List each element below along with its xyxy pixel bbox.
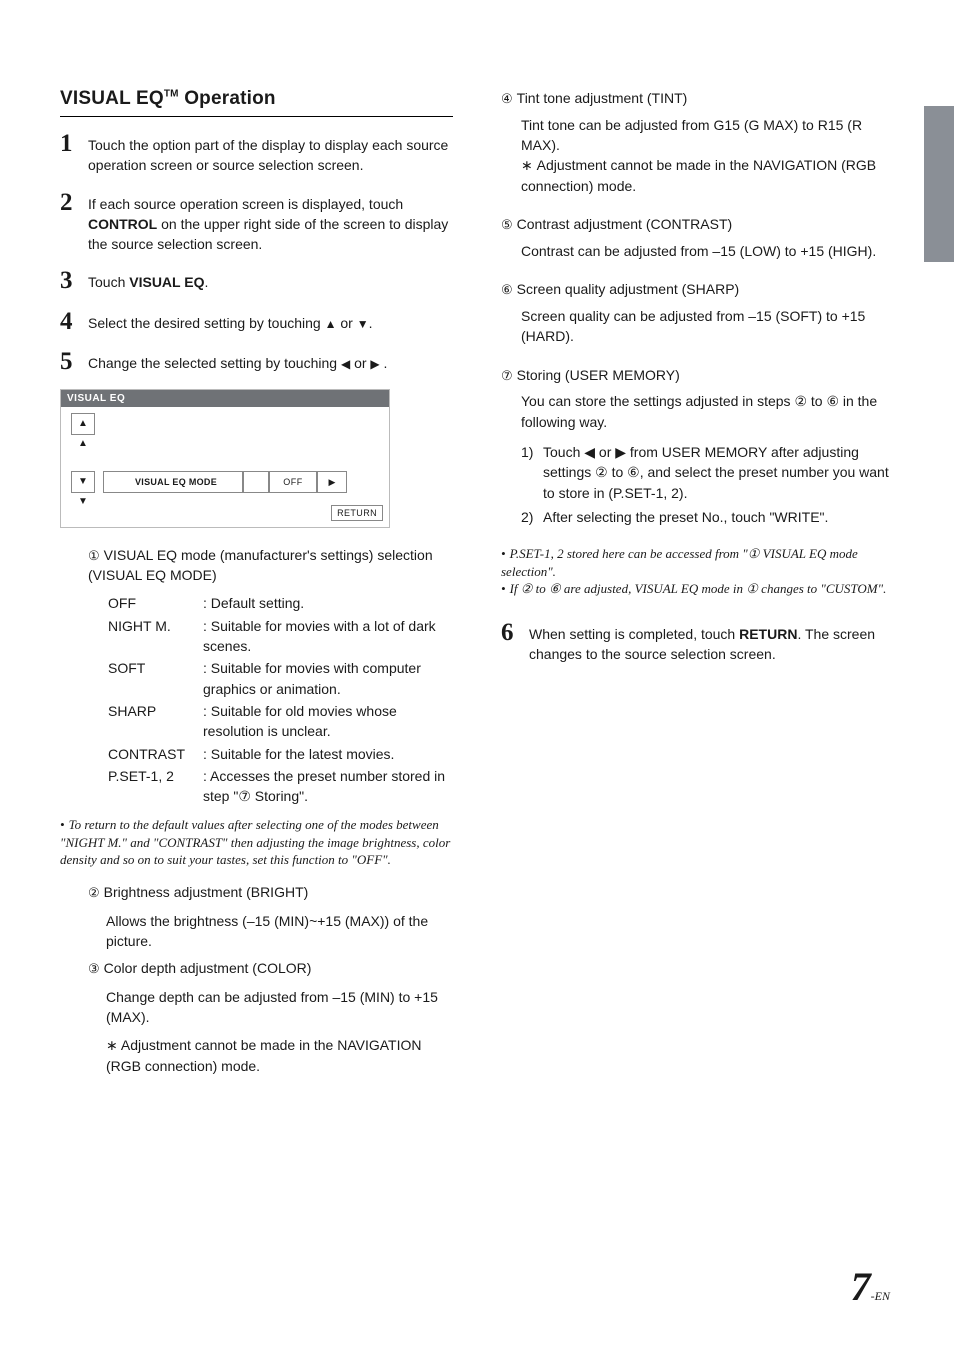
step-3-a: Touch [88,274,129,290]
def-desc: : Suitable for the latest movies. [203,744,453,764]
visual-eq-panel: VISUAL EQ ▲▲ ▼▼ VISUAL EQ MODE OFF ▶ RET… [60,389,390,528]
item-5-body: Contrast can be adjusted from –15 (LOW) … [521,241,894,261]
note-1-text: To return to the default values after se… [60,817,450,867]
step-number-4: 4 [60,309,88,335]
def-row: CONTRAST: Suitable for the latest movies… [108,744,453,764]
item-4-head-text: Tint tone adjustment (TINT) [517,90,688,106]
item-1-head-text: VISUAL EQ mode (manufacturer's settings)… [88,547,433,583]
substep-2: 2)After selecting the preset No., touch … [521,507,894,527]
def-row: P.SET-1, 2: Accesses the preset number s… [108,766,453,807]
up-arrow-icon: ▲ [325,318,337,330]
step-5-a: Change the selected setting by touching [88,355,341,371]
def-term: P.SET-1, 2 [108,766,203,807]
mode-value: OFF [269,471,317,493]
item-3-ast-text: Adjustment cannot be made in the NAVIGAT… [106,1037,421,1073]
step-2-a: If each source operation screen is displ… [88,196,403,212]
item-3-ast: ∗ Adjustment cannot be made in the NAVIG… [106,1035,453,1076]
panel-title: VISUAL EQ [61,390,389,407]
def-term: NIGHT M. [108,616,203,657]
step-3-b: VISUAL EQ [129,274,204,290]
item-7-body: You can store the settings adjusted in s… [521,391,894,432]
page-number: 7-EN [851,1263,890,1310]
page-num: 7 [851,1264,871,1309]
item-4-head: ④Tint tone adjustment (TINT) [501,88,894,109]
scroll-down-button[interactable]: ▼▼ [71,471,95,493]
mode-next-button[interactable]: ▶ [317,471,347,493]
note-2: •P.SET-1, 2 stored here can be accessed … [501,545,894,598]
item-3-head-text: Color depth adjustment (COLOR) [104,960,312,976]
note-1: •To return to the default values after s… [60,816,453,869]
step-number-5: 5 [60,349,88,375]
def-row: OFF: Default setting. [108,593,453,613]
step-number-1: 1 [60,131,88,176]
note-2a-text: P.SET-1, 2 stored here can be accessed f… [501,546,858,579]
circled-5: ⑤ [501,216,513,235]
item-2-head-text: Brightness adjustment (BRIGHT) [104,884,309,900]
step-6-a: When setting is completed, touch [529,626,739,642]
def-term: OFF [108,593,203,613]
step-4-text: Select the desired setting by touching ▲… [88,309,373,335]
substep-1: 1)Touch ◀ or ▶ from USER MEMORY after ad… [521,442,894,503]
def-desc: : Suitable for movies with computer grap… [203,658,453,699]
item-3-head: ③Color depth adjustment (COLOR) [88,959,453,979]
item-2-body: Allows the brightness (–15 (MIN)~+15 (MA… [106,911,453,952]
circled-3: ③ [88,960,100,978]
item-5-head-text: Contrast adjustment (CONTRAST) [517,216,733,232]
step-6-b: RETURN [739,626,797,642]
item-6-head-text: Screen quality adjustment (SHARP) [517,281,740,297]
step-5-text: Change the selected setting by touching … [88,349,387,375]
item-6-head: ⑥Screen quality adjustment (SHARP) [501,279,894,300]
circled-1: ① [88,547,100,565]
step-3-c: . [204,274,208,290]
step-6-text: When setting is completed, touch RETURN.… [529,620,894,665]
item-4-ast-text: Adjustment cannot be made in the NAVIGAT… [521,157,876,193]
item-4-ast: ∗ Adjustment cannot be made in the NAVIG… [521,155,894,196]
substep-1-text: Touch ◀ or ▶ from USER MEMORY after adju… [543,442,894,503]
item-3-body: Change depth can be adjusted from –15 (M… [106,987,453,1028]
page-suffix: -EN [871,1289,890,1303]
circled-6: ⑥ [501,281,513,300]
def-desc: : Suitable for old movies whose resoluti… [203,701,453,742]
substep-2-text: After selecting the preset No., touch "W… [543,507,828,527]
step-number-3: 3 [60,268,88,294]
item-4-body: Tint tone can be adjusted from G15 (G MA… [521,115,894,156]
step-4-a: Select the desired setting by touching [88,315,325,331]
def-row: SHARP: Suitable for old movies whose res… [108,701,453,742]
item-1-head: ①VISUAL EQ mode (manufacturer's settings… [88,546,453,585]
def-term: SHARP [108,701,203,742]
item-7-head-text: Storing (USER MEMORY) [517,367,680,383]
def-desc: : Accesses the preset number stored in s… [203,766,453,807]
scroll-up-button[interactable]: ▲▲ [71,413,95,435]
circled-2: ② [88,884,100,902]
def-term: SOFT [108,658,203,699]
def-desc: : Suitable for movies with a lot of dark… [203,616,453,657]
return-button[interactable]: RETURN [331,505,383,521]
def-desc: : Default setting. [203,593,453,613]
step-1-text: Touch the option part of the display to … [88,131,453,176]
def-row: NIGHT M.: Suitable for movies with a lot… [108,616,453,657]
step-number-6: 6 [501,620,529,665]
circled-7: ⑦ [501,367,513,386]
item-7-head: ⑦Storing (USER MEMORY) [501,365,894,386]
left-arrow-icon: ◀ [341,358,350,370]
side-tab [924,106,954,262]
item-5-head: ⑤Contrast adjustment (CONTRAST) [501,214,894,235]
down-arrow-icon: ▼ [357,318,369,330]
step-3-text: Touch VISUAL EQ. [88,268,208,294]
step-number-2: 2 [60,190,88,255]
item-2-head: ②Brightness adjustment (BRIGHT) [88,883,453,903]
section-heading: VISUAL EQTM Operation [60,88,453,117]
definition-list: OFF: Default setting.NIGHT M.: Suitable … [108,593,453,806]
step-2-text: If each source operation screen is displ… [88,190,453,255]
def-row: SOFT: Suitable for movies with computer … [108,658,453,699]
note-2b-text: If ② to ⑥ are adjusted, VISUAL EQ mode i… [510,581,887,596]
right-arrow-icon: ▶ [370,358,379,370]
def-term: CONTRAST [108,744,203,764]
item-6-body: Screen quality can be adjusted from –15 … [521,306,894,347]
mode-label: VISUAL EQ MODE [103,471,243,493]
mode-row: VISUAL EQ MODE OFF ▶ [103,471,347,493]
step-2-b: CONTROL [88,216,157,232]
circled-4: ④ [501,90,513,109]
mode-gap [243,471,269,493]
